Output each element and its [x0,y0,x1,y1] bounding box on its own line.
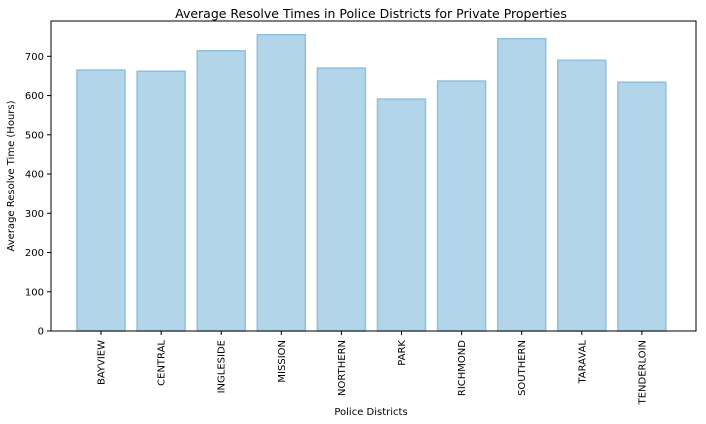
bar-southern [496,37,547,332]
x-tick-label: INGLESIDE [217,340,228,393]
y-tick-label: 0 [38,327,44,338]
bars-group [76,33,667,332]
y-tick-label: 200 [25,248,44,259]
bar-bayview [76,69,126,332]
bar-ingleside [196,50,246,332]
y-tick-label: 400 [25,170,44,181]
x-tick-label: BAYVIEW [97,340,108,385]
x-tick-label: PARK [397,340,408,366]
chart-title: Average Resolve Times in Police District… [175,6,567,21]
x-tick-label: SOUTHERN [517,340,528,396]
x-tick-label: TARAVAL [577,340,588,385]
y-tick-label: 500 [25,130,44,141]
y-axis: 0 100 200 300 400 500 600 700 [25,52,51,338]
x-axis-label: Police Districts [334,407,407,418]
bar-richmond [436,80,487,332]
x-tick-label: MISSION [277,340,288,383]
bar-mission [256,33,307,332]
y-tick-label: 100 [25,287,44,298]
y-tick-label: 300 [25,209,44,220]
bar-tenderloin [617,81,667,332]
bar-taraval [557,59,607,332]
y-tick-label: 700 [25,52,44,63]
x-axis: BAYVIEW CENTRAL INGLESIDE MISSION NORTHERN PA… [97,331,648,405]
bar-park [376,98,427,332]
x-tick-label: NORTHERN [337,340,348,396]
x-tick-label: TENDERLOIN [637,340,648,405]
bar-central [136,70,186,332]
y-axis-label: Average Resolve Time (Hours) [6,100,17,251]
bar-northern [316,67,367,332]
x-tick-label: RICHMOND [457,340,468,396]
x-tick-label: CENTRAL [157,340,168,386]
y-tick-label: 600 [25,91,44,102]
plot-frame [50,20,697,332]
